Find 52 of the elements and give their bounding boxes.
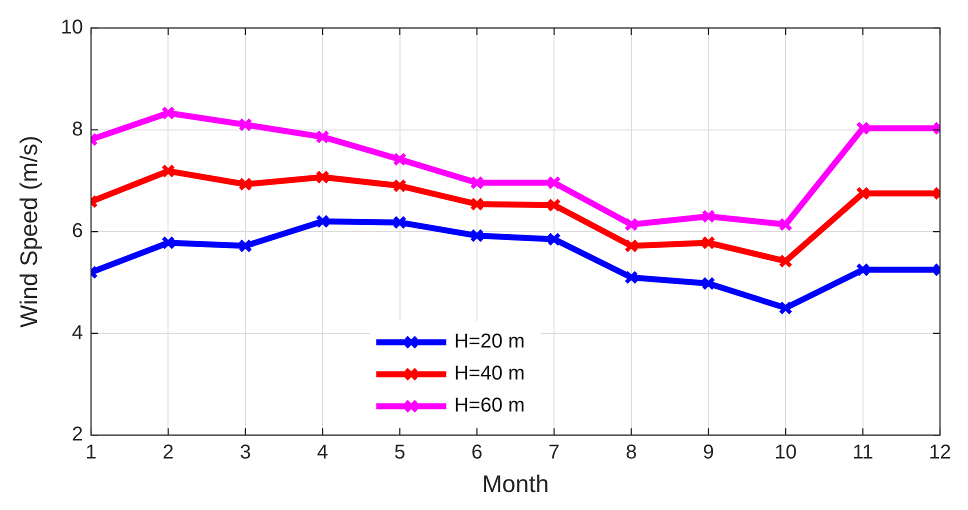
legend-label: H=40 m (454, 362, 525, 385)
point (316, 170, 330, 184)
point (702, 236, 716, 250)
point (161, 106, 176, 120)
x-axis-title: Month (482, 471, 549, 498)
point (238, 118, 252, 132)
point (856, 186, 870, 200)
point (702, 276, 716, 290)
point (624, 270, 638, 284)
point (392, 215, 407, 230)
x-tick-label: 11 (852, 442, 874, 464)
x-tick-label: 8 (626, 442, 637, 464)
x-tick-label: 1 (85, 442, 97, 464)
point (392, 152, 407, 166)
point (470, 176, 484, 190)
point (161, 164, 176, 178)
legend-label: H=60 m (454, 394, 525, 417)
point (238, 238, 252, 253)
y-axis-title: Wind Speed (m/s) (16, 136, 44, 328)
y-tick-label: 10 (60, 16, 84, 39)
x-tick-label: 9 (702, 442, 714, 464)
y-tick-label: 8 (72, 118, 84, 140)
point (547, 198, 562, 212)
point (316, 130, 330, 144)
x-tick-label: 3 (240, 442, 251, 464)
x-tick-label: 7 (548, 442, 560, 464)
x-tick-label: 2 (162, 442, 174, 464)
x-tick-label: 4 (317, 442, 328, 464)
y-tick-label: 2 (72, 424, 84, 446)
point (392, 178, 407, 193)
point (624, 238, 638, 253)
point (778, 254, 793, 268)
point (316, 214, 330, 228)
point (470, 197, 484, 212)
point (161, 236, 176, 250)
y-tick-label: 6 (72, 220, 84, 242)
point (856, 262, 870, 277)
point (778, 218, 793, 232)
legend-label: H=20 m (454, 330, 525, 353)
x-tick-label: 5 (394, 442, 406, 464)
point (470, 228, 484, 243)
x-tick-label: 12 (928, 442, 952, 464)
point (624, 218, 638, 232)
point (547, 232, 562, 246)
y-tick-label: 4 (72, 322, 84, 344)
point (778, 301, 793, 315)
x-tick-label: 10 (774, 442, 797, 464)
point (702, 209, 716, 224)
x-tick-label: 6 (471, 442, 482, 464)
point (547, 176, 562, 190)
point (238, 177, 252, 192)
point (856, 121, 870, 136)
